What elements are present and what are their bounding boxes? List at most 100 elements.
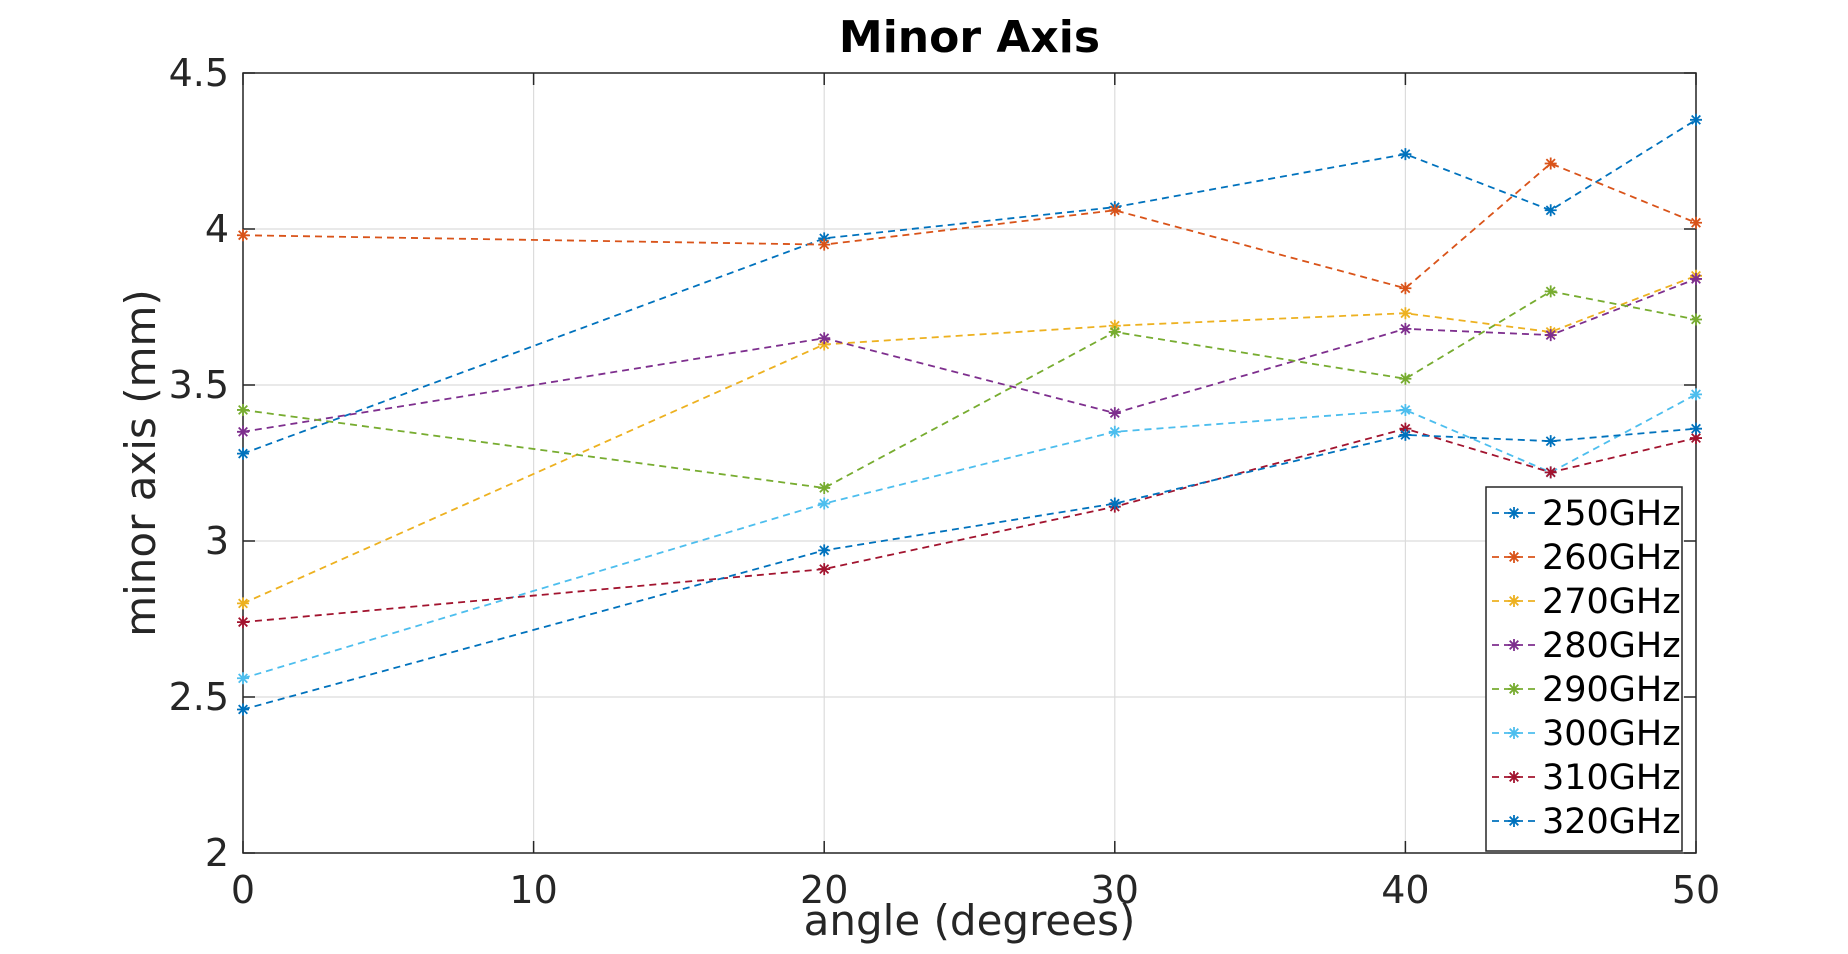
data-point: [237, 403, 249, 416]
legend-item: 300GHz: [1492, 714, 1681, 754]
data-point: [818, 481, 831, 494]
data-point: [1690, 216, 1702, 229]
data-point: [1690, 432, 1702, 445]
y-tick-label: 2.5: [169, 675, 229, 719]
legend-label: 280GHz: [1542, 626, 1681, 666]
data-point: [1108, 497, 1121, 510]
legend-swatch-marker: [1508, 595, 1520, 607]
data-point: [818, 238, 831, 251]
data-point: [237, 597, 249, 610]
data-point: [1544, 157, 1557, 170]
data-point: [237, 447, 249, 460]
data-point: [1399, 372, 1412, 385]
series-310GHz: [237, 422, 1702, 629]
data-point: [1108, 425, 1121, 438]
data-point: [1399, 322, 1412, 335]
data-point: [1544, 204, 1557, 217]
chart-title: Minor Axis: [839, 12, 1100, 63]
data-point: [1690, 113, 1702, 126]
y-tick-label: 2: [205, 831, 229, 875]
data-point: [818, 232, 831, 245]
plot-area-frame: [242, 72, 1697, 854]
data-point: [1399, 428, 1412, 441]
series-290GHz: [237, 285, 1702, 494]
data-point: [818, 332, 831, 345]
data-point: [237, 616, 249, 629]
legend-swatch-marker: [1508, 551, 1520, 563]
data-point: [818, 544, 831, 557]
data-point: [1108, 319, 1121, 332]
legend-item: 250GHz: [1492, 494, 1681, 534]
legend-item: 260GHz: [1492, 538, 1681, 578]
data-point: [1108, 407, 1121, 420]
legend-label: 300GHz: [1542, 714, 1681, 754]
y-axis-label: minor axis (mm): [116, 289, 165, 637]
legend-label: 290GHz: [1542, 670, 1681, 710]
data-point: [1399, 282, 1412, 295]
y-tick-label: 3: [205, 519, 229, 563]
data-point: [1690, 272, 1702, 285]
legend-item: 290GHz: [1492, 670, 1681, 710]
x-tick-label: 50: [1672, 868, 1720, 912]
data-point: [818, 497, 831, 510]
series-line: [242, 278, 1697, 433]
legend-swatch-marker: [1508, 771, 1520, 783]
series-line: [242, 393, 1697, 680]
series-line: [242, 290, 1697, 489]
series-line: [242, 427, 1697, 711]
legend-item: 270GHz: [1492, 582, 1681, 622]
data-point: [1544, 285, 1557, 298]
series-300GHz: [237, 388, 1702, 685]
legend-item: 320GHz: [1492, 802, 1681, 842]
series-lines: [237, 113, 1702, 716]
data-point: [818, 338, 831, 351]
grid-lines: [242, 72, 1697, 854]
series-280GHz: [237, 272, 1702, 438]
y-tick-label: 3.5: [169, 363, 229, 407]
legend-label: 270GHz: [1542, 582, 1681, 622]
data-point: [818, 563, 831, 576]
y-tick-label: 4: [205, 207, 229, 251]
legend-box: [1485, 486, 1683, 852]
series-line: [242, 119, 1697, 455]
legend-swatch-marker: [1508, 727, 1520, 739]
legend-label: 310GHz: [1542, 758, 1681, 798]
series-260GHz: [237, 157, 1702, 295]
series-line: [242, 162, 1697, 290]
x-tick-label: 20: [800, 868, 848, 912]
x-tick-label: 30: [1091, 868, 1139, 912]
data-point: [1690, 422, 1702, 435]
legend-label: 260GHz: [1542, 538, 1681, 578]
legend-item: 310GHz: [1492, 758, 1681, 798]
legend: 250GHz260GHz270GHz280GHz290GHz300GHz310G…: [1485, 486, 1683, 852]
x-tick-label: 10: [509, 868, 557, 912]
data-point: [1399, 148, 1412, 161]
y-tick-label: 4.5: [169, 51, 229, 95]
legend-swatch-marker: [1508, 815, 1520, 827]
series-270GHz: [237, 269, 1702, 610]
legend-item: 280GHz: [1492, 626, 1681, 666]
data-point: [237, 703, 249, 716]
legend-label: 320GHz: [1542, 802, 1681, 842]
series-line: [242, 427, 1697, 624]
data-point: [1690, 388, 1702, 401]
data-point: [237, 425, 249, 438]
data-point: [1399, 307, 1412, 320]
data-point: [1544, 466, 1557, 479]
data-point: [1544, 329, 1557, 342]
legend-swatch-marker: [1508, 683, 1520, 695]
data-point: [1108, 204, 1121, 217]
data-point: [1544, 435, 1557, 448]
data-point: [237, 672, 249, 685]
data-point: [1108, 325, 1121, 338]
data-point: [1399, 403, 1412, 416]
x-tick-label: 40: [1381, 868, 1429, 912]
data-point: [237, 229, 249, 242]
data-point: [1690, 313, 1702, 326]
legend-label: 250GHz: [1542, 494, 1681, 534]
data-point: [1399, 422, 1412, 435]
legend-swatch-marker: [1508, 507, 1520, 519]
series-250GHz: [237, 113, 1702, 460]
axis-ticks: 0 10 20 30 40 50 2 2.5 3 3.5 4 4.5: [169, 51, 1721, 912]
